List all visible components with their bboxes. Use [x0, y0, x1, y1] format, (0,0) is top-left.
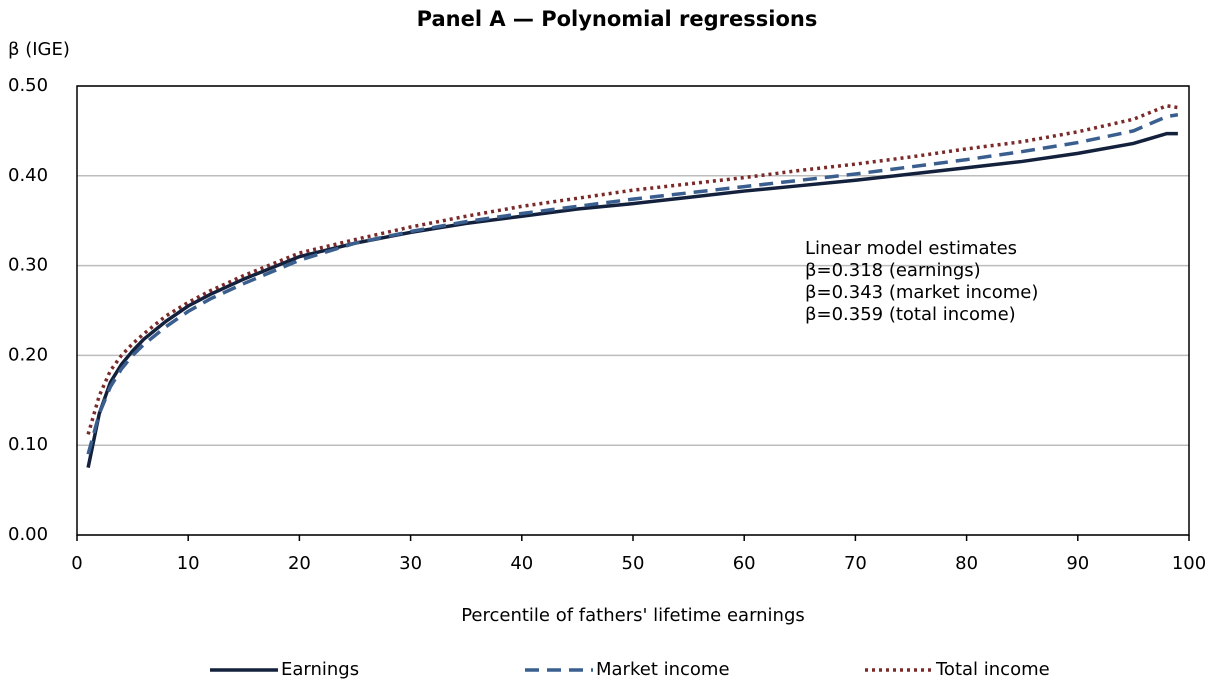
legend-label: Market income — [596, 659, 730, 680]
series-line — [86, 131, 1178, 469]
annotation: β=0.318 (earnings) — [805, 260, 981, 281]
annotation: Linear model estimates — [805, 238, 1017, 259]
y-axis-label: β (IGE) — [8, 39, 70, 60]
series-line — [86, 113, 1179, 455]
y-tick-label: 0.20 — [8, 344, 48, 365]
y-tick-label: 0.00 — [8, 524, 48, 545]
x-tick-label: 20 — [288, 553, 311, 574]
y-tick-label: 0.10 — [8, 434, 48, 455]
annotation: β=0.343 (market income) — [805, 282, 1038, 303]
x-tick-label: 60 — [733, 553, 756, 574]
x-tick-label: 70 — [844, 553, 867, 574]
x-tick-label: 10 — [177, 553, 200, 574]
series-line — [86, 103, 1179, 435]
chart-title: Panel A — Polynomial regressions — [417, 7, 818, 31]
x-axis-label: Percentile of fathers' lifetime earnings — [461, 605, 805, 626]
x-tick-label: 40 — [510, 553, 533, 574]
legend-label: Earnings — [281, 659, 359, 680]
x-tick-label: 0 — [71, 553, 82, 574]
x-tick-label: 100 — [1172, 553, 1206, 574]
legend-label: Total income — [935, 659, 1050, 680]
x-tick-label: 80 — [955, 553, 978, 574]
x-tick-label: 50 — [622, 553, 645, 574]
x-tick-label: 90 — [1066, 553, 1089, 574]
x-tick-label: 30 — [399, 553, 422, 574]
y-tick-label: 0.50 — [8, 75, 48, 96]
annotation: β=0.359 (total income) — [805, 304, 1016, 325]
y-tick-label: 0.40 — [8, 165, 48, 186]
y-tick-label: 0.30 — [8, 255, 48, 276]
plot-frame — [76, 85, 1190, 536]
